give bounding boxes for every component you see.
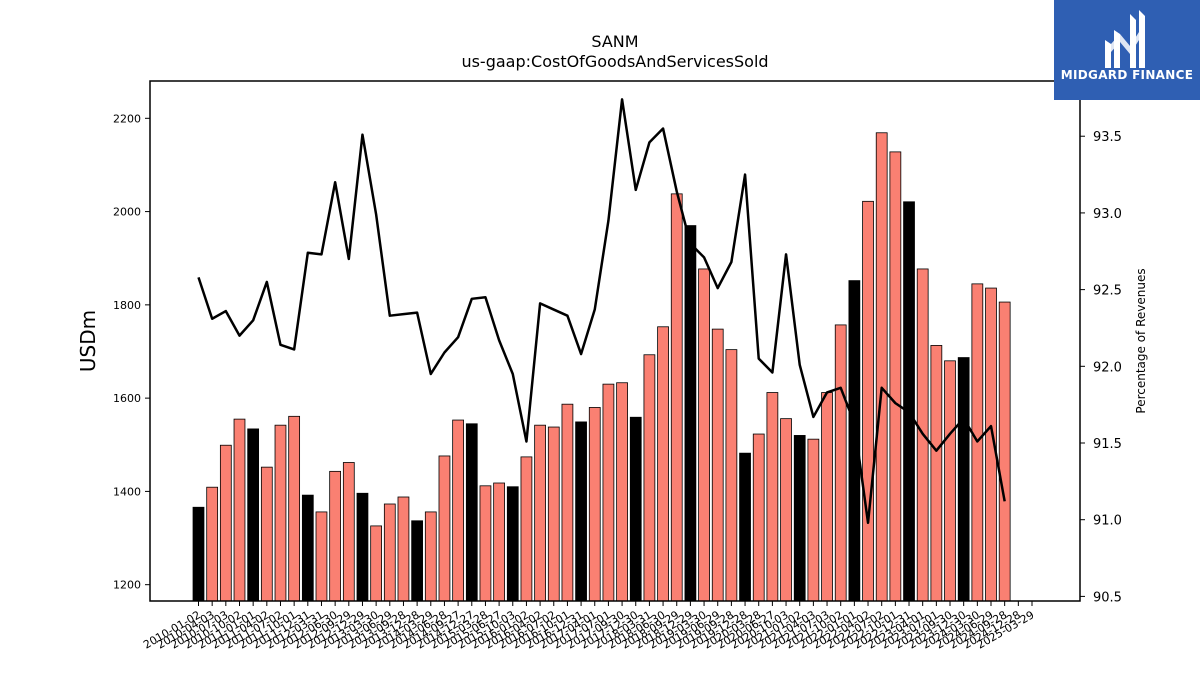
- bar: [301, 494, 314, 602]
- bar: [616, 382, 628, 602]
- bar: [998, 301, 1011, 602]
- bar: [711, 328, 724, 602]
- bar: [862, 200, 874, 602]
- y-axis-label: USDm: [76, 310, 100, 372]
- bar: [329, 470, 342, 602]
- bar: [575, 421, 587, 602]
- bar: [397, 496, 410, 602]
- bar: [588, 407, 601, 602]
- bar: [260, 466, 273, 602]
- bar: [219, 444, 232, 602]
- chart-title: SANM: [591, 32, 639, 51]
- bar: [889, 151, 902, 602]
- bar: [561, 403, 574, 602]
- bar: [725, 349, 738, 602]
- logo-mark-icon: [1105, 10, 1145, 68]
- bar: [752, 433, 765, 602]
- bar: [274, 424, 287, 602]
- bar: [903, 201, 915, 602]
- bar: [233, 418, 246, 602]
- y2-tick-label: 91.5: [1093, 437, 1122, 452]
- bar: [547, 426, 560, 602]
- bar: [493, 482, 505, 602]
- bar: [315, 511, 328, 602]
- bar: [848, 280, 861, 602]
- y2-tick-label: 91.0: [1093, 514, 1122, 529]
- y-tick-label: 2200: [113, 112, 141, 125]
- bar: [424, 511, 437, 602]
- y2-tick-label: 90.5: [1093, 590, 1122, 605]
- y2-tick-label: 93.0: [1093, 207, 1122, 222]
- midgard-finance-logo: MIDGARD FINANCE: [1054, 0, 1200, 100]
- bar: [643, 354, 656, 602]
- bar: [383, 503, 396, 602]
- bar: [452, 419, 464, 602]
- bar: [465, 423, 478, 602]
- y2-tick-label: 92.0: [1093, 360, 1122, 375]
- bar: [506, 486, 519, 602]
- bar: [957, 357, 970, 602]
- y2-tick-label: 92.5: [1093, 284, 1122, 299]
- bar: [520, 456, 533, 602]
- chart-subtitle: us-gaap:CostOfGoodsAndServicesSold: [461, 52, 769, 71]
- y-tick-label: 1800: [113, 299, 141, 312]
- series-line: [197, 98, 1006, 525]
- bar: [698, 268, 710, 602]
- y-tick-label: 1200: [113, 579, 141, 592]
- bar: [684, 225, 697, 602]
- bar: [479, 485, 492, 602]
- bar: [944, 360, 956, 602]
- bar: [192, 506, 205, 602]
- bar: [780, 418, 792, 602]
- bar: [807, 438, 820, 602]
- bar: [793, 435, 806, 602]
- bar: [875, 132, 888, 602]
- bar: [411, 520, 423, 602]
- bar: [534, 424, 546, 602]
- y2-tick-label: 93.5: [1093, 130, 1122, 145]
- y-tick-label: 1400: [113, 485, 141, 498]
- y-tick-label: 1600: [113, 392, 141, 405]
- y-tick-label: 2000: [113, 206, 141, 219]
- bar: [206, 486, 219, 602]
- bar: [739, 452, 751, 602]
- bar: [670, 193, 683, 602]
- bar: [834, 324, 847, 602]
- plot-frame: [149, 80, 1081, 602]
- bar: [342, 462, 355, 602]
- bar: [356, 492, 369, 602]
- y2-axis-label: Percentage of Revenues: [1134, 268, 1148, 413]
- bar: [602, 383, 615, 602]
- bar: [930, 345, 943, 602]
- bar: [438, 455, 451, 602]
- bar: [657, 326, 669, 602]
- bar: [821, 392, 833, 602]
- bar: [247, 428, 260, 602]
- bar: [370, 525, 383, 602]
- logo-text: MIDGARD FINANCE: [1060, 68, 1194, 82]
- bar: [288, 415, 301, 602]
- bar: [629, 416, 642, 602]
- bar: [766, 392, 779, 602]
